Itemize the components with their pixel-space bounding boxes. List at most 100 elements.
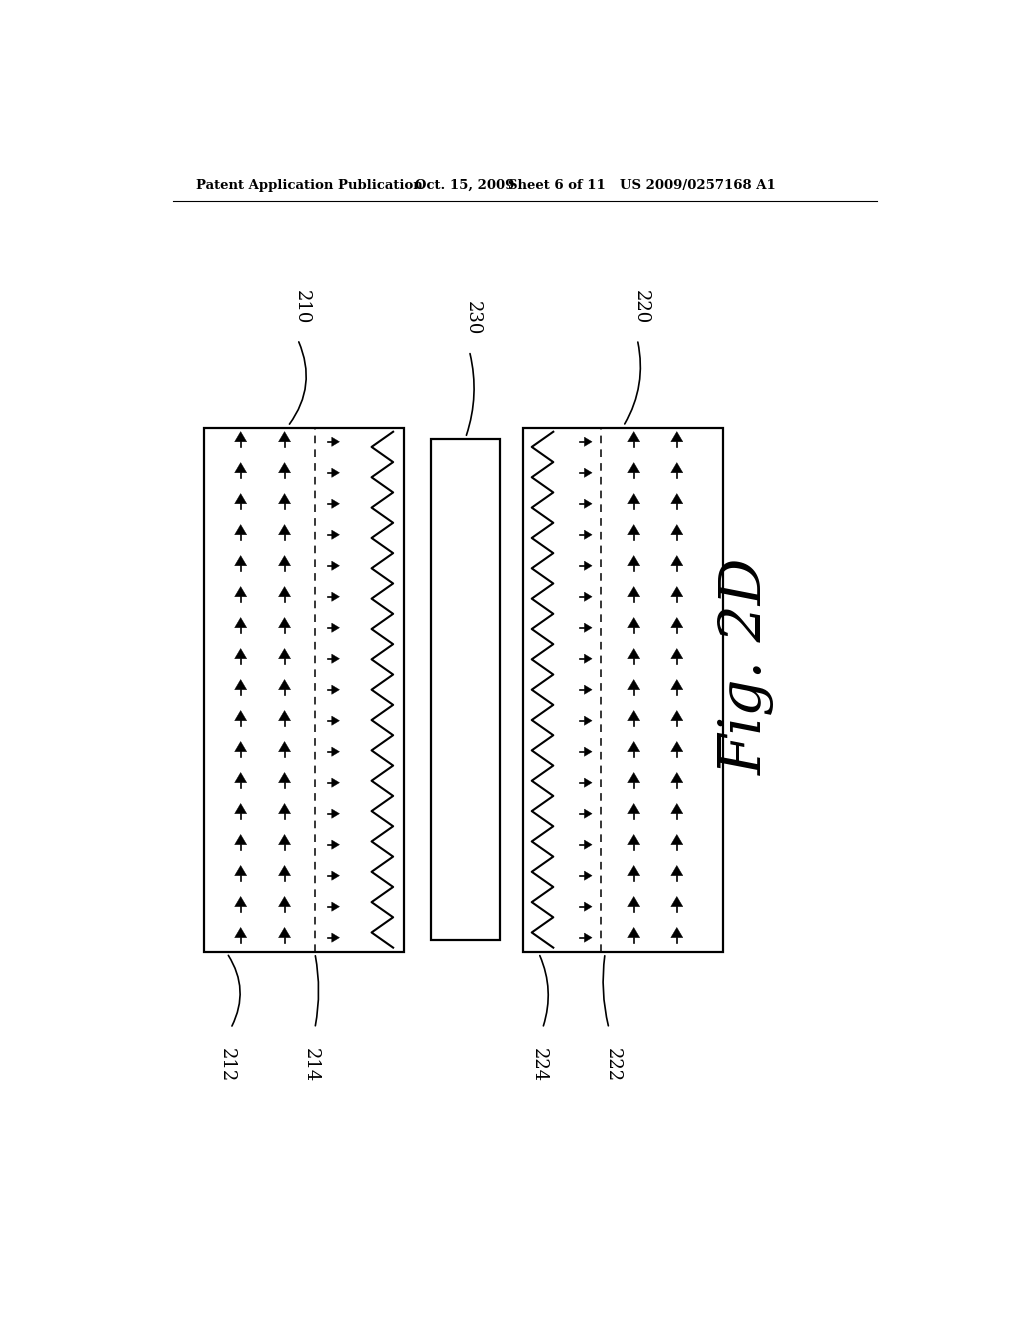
- Text: 212: 212: [218, 1048, 236, 1082]
- Polygon shape: [671, 648, 683, 659]
- Polygon shape: [234, 462, 247, 473]
- Polygon shape: [628, 834, 640, 845]
- Polygon shape: [628, 586, 640, 597]
- Polygon shape: [628, 866, 640, 875]
- Polygon shape: [332, 715, 340, 725]
- Polygon shape: [671, 618, 683, 628]
- Polygon shape: [671, 834, 683, 845]
- Polygon shape: [585, 655, 592, 664]
- Polygon shape: [628, 742, 640, 751]
- Polygon shape: [234, 866, 247, 875]
- Polygon shape: [279, 524, 291, 535]
- Polygon shape: [279, 494, 291, 504]
- Polygon shape: [628, 462, 640, 473]
- Polygon shape: [585, 561, 592, 570]
- Polygon shape: [628, 524, 640, 535]
- Polygon shape: [279, 742, 291, 751]
- Bar: [523, 428, 724, 952]
- Polygon shape: [585, 777, 592, 787]
- Polygon shape: [628, 494, 640, 504]
- Bar: [204, 428, 403, 952]
- Polygon shape: [585, 840, 592, 849]
- Polygon shape: [628, 804, 640, 813]
- Polygon shape: [585, 499, 592, 508]
- Polygon shape: [234, 524, 247, 535]
- Polygon shape: [585, 623, 592, 632]
- Polygon shape: [234, 742, 247, 751]
- Polygon shape: [279, 556, 291, 566]
- Polygon shape: [279, 586, 291, 597]
- Polygon shape: [332, 593, 340, 602]
- Polygon shape: [671, 710, 683, 721]
- Polygon shape: [332, 531, 340, 540]
- Polygon shape: [585, 933, 592, 942]
- Polygon shape: [332, 623, 340, 632]
- Polygon shape: [279, 928, 291, 937]
- Polygon shape: [234, 834, 247, 845]
- Polygon shape: [585, 747, 592, 756]
- Polygon shape: [628, 896, 640, 907]
- Polygon shape: [279, 462, 291, 473]
- Polygon shape: [279, 896, 291, 907]
- Polygon shape: [279, 618, 291, 628]
- Polygon shape: [628, 648, 640, 659]
- Polygon shape: [332, 499, 340, 508]
- Polygon shape: [332, 685, 340, 694]
- Polygon shape: [234, 710, 247, 721]
- Polygon shape: [671, 432, 683, 442]
- Text: 214: 214: [302, 1048, 319, 1082]
- Text: 222: 222: [604, 1048, 622, 1082]
- Polygon shape: [234, 586, 247, 597]
- Text: Patent Application Publication: Patent Application Publication: [196, 178, 423, 191]
- Polygon shape: [585, 593, 592, 602]
- Polygon shape: [671, 772, 683, 783]
- Polygon shape: [332, 777, 340, 787]
- Polygon shape: [671, 804, 683, 813]
- Polygon shape: [671, 524, 683, 535]
- Polygon shape: [671, 556, 683, 566]
- Polygon shape: [332, 747, 340, 756]
- Polygon shape: [279, 710, 291, 721]
- Polygon shape: [585, 469, 592, 478]
- Polygon shape: [671, 928, 683, 937]
- Polygon shape: [279, 648, 291, 659]
- Polygon shape: [332, 933, 340, 942]
- Polygon shape: [671, 866, 683, 875]
- Text: 224: 224: [529, 1048, 548, 1082]
- Text: Fig. 2D: Fig. 2D: [718, 558, 775, 775]
- Polygon shape: [671, 586, 683, 597]
- Polygon shape: [585, 531, 592, 540]
- Text: Oct. 15, 2009: Oct. 15, 2009: [416, 178, 515, 191]
- Polygon shape: [585, 902, 592, 911]
- Polygon shape: [234, 928, 247, 937]
- Polygon shape: [279, 680, 291, 689]
- Polygon shape: [332, 655, 340, 664]
- Polygon shape: [628, 618, 640, 628]
- Polygon shape: [332, 840, 340, 849]
- Text: US 2009/0257168 A1: US 2009/0257168 A1: [620, 178, 775, 191]
- Text: 220: 220: [632, 289, 650, 323]
- Polygon shape: [671, 896, 683, 907]
- Polygon shape: [279, 866, 291, 875]
- Polygon shape: [628, 680, 640, 689]
- Polygon shape: [234, 804, 247, 813]
- Polygon shape: [332, 561, 340, 570]
- Polygon shape: [585, 809, 592, 818]
- Polygon shape: [628, 556, 640, 566]
- Polygon shape: [234, 648, 247, 659]
- Polygon shape: [234, 772, 247, 783]
- Text: 210: 210: [293, 289, 310, 323]
- Polygon shape: [279, 804, 291, 813]
- Polygon shape: [234, 432, 247, 442]
- Polygon shape: [279, 834, 291, 845]
- Polygon shape: [234, 618, 247, 628]
- Polygon shape: [585, 715, 592, 725]
- Polygon shape: [279, 432, 291, 442]
- Polygon shape: [332, 809, 340, 818]
- Polygon shape: [234, 556, 247, 566]
- Polygon shape: [671, 680, 683, 689]
- Text: Sheet 6 of 11: Sheet 6 of 11: [508, 178, 605, 191]
- Polygon shape: [234, 494, 247, 504]
- Polygon shape: [585, 871, 592, 880]
- Polygon shape: [628, 928, 640, 937]
